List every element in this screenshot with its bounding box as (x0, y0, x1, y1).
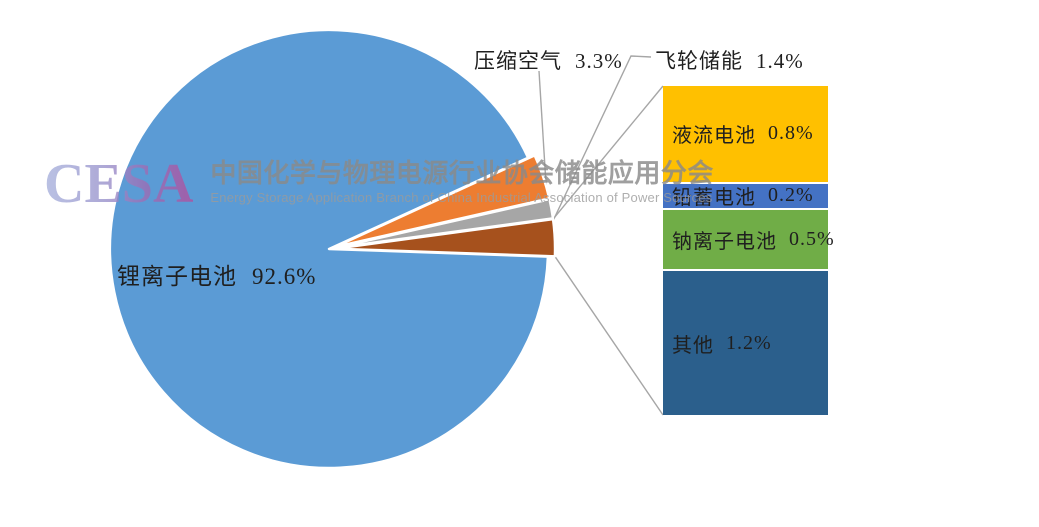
pie-label-flywheel: 飞轮储能 1.4% (655, 45, 804, 75)
breakout-bar: 液流电池 0.8% 铅蓄电池 0.2% 钠离子电池 0.5% 其他 1.2% (663, 86, 834, 415)
pie-label-lithium-text: 锂离子电池 (117, 264, 237, 289)
pie-slice-combined-other (334, 218, 557, 258)
bar-segment-sodium-ion-pct: 0.5% (789, 228, 835, 251)
bar-segment-other: 其他 1.2% (663, 271, 828, 415)
pie-label-compressed-air: 压缩空气 3.3% (474, 45, 623, 75)
bar-segment-other-label: 其他 (672, 334, 714, 357)
leader-line-flywheel (551, 55, 652, 224)
bar-segment-sodium-ion: 钠离子电池 0.5% (663, 209, 834, 270)
bar-segment-sodium-ion-label: 钠离子电池 (672, 231, 777, 254)
connector-line-top (552, 85, 664, 220)
pie-label-compressed-air-text: 压缩空气 (474, 49, 562, 73)
pie-slice-lithium (108, 28, 550, 470)
pie-label-lithium-pct: 92.6% (252, 264, 317, 289)
bar-segment-lead-acid: 铅蓄电池 0.2% (663, 183, 828, 210)
pie-label-flywheel-text: 飞轮储能 (655, 49, 743, 73)
pie-label-lithium: 锂离子电池 92.6% (117, 257, 316, 291)
bar-segment-flow-battery: 液流电池 0.8% (663, 86, 828, 182)
bar-segment-lead-acid-pct: 0.2% (768, 184, 814, 207)
pie-label-compressed-air-pct: 3.3% (575, 49, 623, 73)
bar-segment-other-pct: 1.2% (726, 331, 772, 354)
bar-segment-lead-acid-label: 铅蓄电池 (672, 187, 756, 210)
connector-line-bottom (554, 255, 664, 416)
bar-segment-flow-battery-label: 液流电池 (672, 125, 756, 148)
bar-segment-flow-battery-pct: 0.8% (768, 122, 814, 145)
pie-label-flywheel-pct: 1.4% (756, 49, 804, 73)
